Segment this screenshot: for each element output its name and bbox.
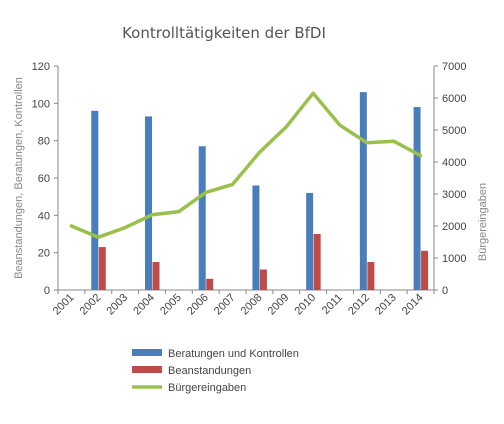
bar-beratungen [359, 92, 367, 290]
x-tick-label: 2005 [158, 292, 184, 318]
axes [57, 66, 435, 291]
bar-beanstandungen [98, 247, 106, 290]
x-tick-label: 2009 [266, 292, 292, 318]
y-tick-label-right: 1000 [442, 253, 466, 265]
y-tick-label-left: 120 [32, 61, 50, 73]
x-ticks: 2001 2002 2003 2004 2005 2006 2007 2008 2009 2010… [51, 290, 435, 318]
line-buergereingaben [69, 91, 423, 239]
bar-beratungen [252, 185, 260, 290]
bar-beanstandungen [206, 278, 214, 290]
bar-beanstandungen [152, 262, 160, 290]
legend: Beratungen und Kontrollen Beanstandungen B… [132, 348, 299, 394]
bar-beratungen [413, 107, 421, 290]
legend-label: Bürgereingaben [168, 382, 246, 394]
y-tick-label-right: 0 [442, 285, 448, 297]
bar-beanstandungen [421, 250, 429, 290]
bar-beanstandungen [313, 234, 321, 290]
x-tick-label: 2013 [373, 292, 399, 318]
legend-label: Beanstandungen [168, 365, 251, 377]
x-tick-label: 2014 [400, 292, 426, 318]
y-tick-label-right: 3000 [442, 189, 466, 201]
bar-beanstandungen [367, 262, 375, 290]
legend-swatch [132, 349, 162, 356]
x-tick-label: 2004 [131, 292, 157, 318]
lines [69, 91, 423, 239]
bars [91, 92, 429, 291]
y-tick-label-left: 100 [32, 98, 50, 110]
y-tick-label-right: 7000 [442, 61, 466, 73]
x-tick-label: 2007 [212, 292, 238, 318]
y-tick-label-right: 2000 [442, 221, 466, 233]
x-tick-label: 2012 [346, 292, 372, 318]
y-axis-label-left: Beanstandungen, Beratungen, Kontrollen [13, 77, 25, 279]
x-tick-label: 2006 [185, 292, 211, 318]
x-tick-label: 2011 [320, 292, 345, 317]
y-tick-label-left: 20 [38, 248, 50, 260]
x-tick-label: 2003 [104, 292, 130, 318]
y-ticks-left: 0 20 40 60 80 100 120 [32, 61, 58, 297]
x-tick-label: 2010 [292, 292, 318, 318]
y-tick-label-left: 40 [38, 210, 50, 222]
y-tick-label-right: 4000 [442, 157, 466, 169]
y-tick-label-left: 0 [44, 285, 50, 297]
y-axis-label-right: Bürgereingaben [477, 183, 489, 261]
bar-beanstandungen [259, 269, 267, 290]
x-tick-label: 2002 [78, 292, 104, 318]
x-tick-label: 2001 [51, 292, 77, 318]
y-tick-label-left: 60 [38, 173, 50, 185]
chart-title: Kontrolltätigkeiten der BfDI [122, 24, 326, 42]
y-tick-label-right: 5000 [442, 125, 466, 137]
y-tick-label-left: 80 [38, 136, 50, 148]
y-tick-label-right: 6000 [442, 93, 466, 105]
bar-beratungen [306, 192, 314, 290]
bar-beratungen [198, 146, 206, 290]
legend-swatch [132, 366, 162, 373]
x-tick-label: 2008 [239, 292, 265, 318]
bar-beratungen [145, 116, 152, 291]
bar-beratungen [91, 110, 99, 290]
y-ticks-right: 0 1000 2000 3000 4000 5000 6000 7000 [434, 61, 466, 297]
legend-label: Beratungen und Kontrollen [168, 348, 299, 360]
